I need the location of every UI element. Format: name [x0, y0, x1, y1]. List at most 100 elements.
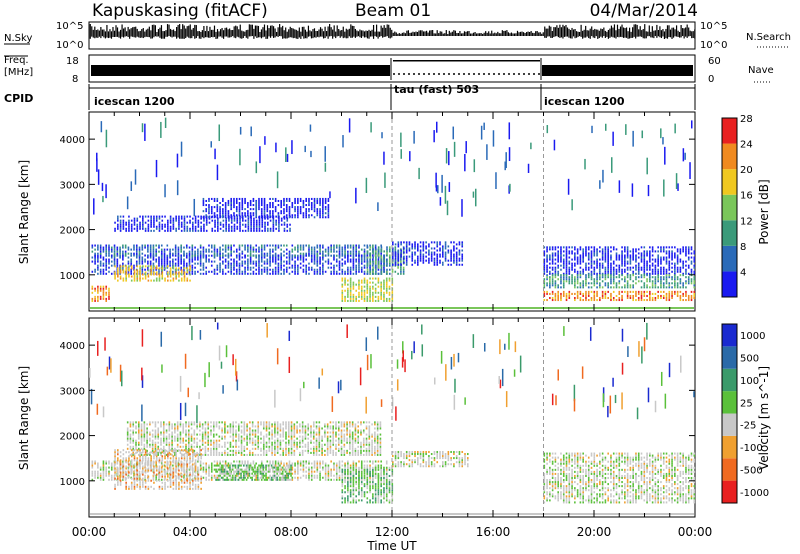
- power-cell: [274, 270, 277, 273]
- power-cell: [585, 282, 587, 285]
- power-cell: [383, 258, 386, 261]
- power-cell: [690, 260, 693, 263]
- velocity-cell: [333, 478, 335, 481]
- power-cell: [213, 206, 216, 209]
- power-cell: [585, 294, 587, 297]
- power-cell: [250, 126, 252, 137]
- power-cell: [127, 246, 130, 249]
- power-cell: [355, 268, 357, 271]
- power-cell: [637, 280, 640, 283]
- power-cell: [213, 268, 216, 271]
- power-cell: [119, 277, 122, 280]
- power-cell: [383, 299, 385, 302]
- power-cell: [458, 259, 461, 262]
- power-cell: [91, 246, 94, 249]
- power-cell: [338, 272, 341, 275]
- power-cell: [288, 214, 291, 217]
- power-cell: [164, 215, 166, 218]
- power-cell: [341, 254, 344, 257]
- power-cell: [593, 268, 596, 271]
- velocity-cell: [319, 478, 321, 481]
- power-cell: [180, 215, 183, 218]
- power-cell: [150, 217, 152, 220]
- power-cell: [172, 270, 174, 273]
- power-cell: [224, 210, 227, 213]
- power-cell: [119, 254, 121, 257]
- power-cell: [629, 254, 632, 257]
- power-cell: [310, 250, 313, 253]
- power-cell: [649, 292, 651, 295]
- power-cell: [269, 272, 271, 275]
- velocity-cell: [347, 464, 349, 467]
- power-cell: [297, 254, 299, 257]
- velocity-cell: [272, 478, 274, 481]
- power-cell: [91, 299, 94, 302]
- power-cell: [192, 227, 194, 230]
- power-cell: [554, 296, 557, 300]
- power-cell: [385, 297, 388, 300]
- power-cell: [632, 256, 634, 259]
- power-cell: [601, 294, 604, 297]
- power-cell: [640, 266, 643, 269]
- power-cell: [191, 254, 194, 257]
- power-cell: [135, 260, 138, 263]
- power-cell: [568, 292, 571, 295]
- power-cell: [241, 244, 244, 247]
- velocity-cell: [116, 462, 119, 465]
- power-cell: [509, 183, 511, 192]
- power-cell: [551, 290, 554, 293]
- power-cell: [175, 215, 177, 218]
- power-cell: [142, 219, 144, 222]
- power-cell: [108, 289, 110, 292]
- velocity-cell: [97, 476, 99, 479]
- power-cell: [283, 212, 285, 215]
- velocity-cell: [219, 460, 221, 463]
- power-cell: [568, 266, 571, 269]
- power-cell: [549, 284, 551, 287]
- velocity-cell: [294, 472, 296, 475]
- power-cell: [615, 294, 618, 297]
- power-cell: [180, 273, 183, 276]
- velocity-cell: [122, 460, 124, 463]
- power-cell: [388, 258, 391, 261]
- power-cell: [582, 270, 584, 273]
- power-cell: [208, 260, 210, 263]
- power-cell: [621, 296, 623, 300]
- power-cell: [690, 120, 693, 129]
- power-cell: [259, 146, 261, 164]
- power-cell: [147, 223, 150, 226]
- velocity-cell: [283, 462, 285, 465]
- power-cell: [319, 250, 321, 253]
- power-cell: [227, 248, 230, 251]
- power-cell: [322, 244, 324, 247]
- power-cell: [308, 252, 310, 255]
- power-cell: [299, 258, 302, 261]
- power-cell: [495, 172, 497, 190]
- power-cell: [269, 216, 271, 219]
- velocity-cell: [91, 462, 94, 465]
- power-cell: [280, 210, 282, 213]
- power-cell: [380, 268, 383, 271]
- power-cell: [665, 280, 668, 283]
- power-cell: [349, 297, 352, 300]
- power-cell: [294, 248, 296, 251]
- power-cell: [119, 271, 122, 274]
- power-cell: [205, 219, 208, 222]
- power-cell: [327, 248, 330, 251]
- power-cell: [549, 286, 551, 289]
- power-cell: [674, 290, 676, 293]
- power-cell: [177, 250, 180, 253]
- power-cell: [574, 252, 576, 255]
- power-cell: [375, 252, 377, 255]
- power-cell: [385, 277, 388, 280]
- power-cell: [571, 199, 573, 211]
- velocity-cell: [335, 466, 338, 469]
- power-cell: [604, 248, 607, 251]
- velocity-cell: [227, 474, 230, 477]
- power-cell: [313, 246, 316, 249]
- power-cell: [91, 270, 94, 273]
- power-cell: [599, 268, 601, 271]
- power-cell: [607, 282, 609, 285]
- power-cell: [657, 278, 659, 281]
- power-cell: [344, 260, 346, 263]
